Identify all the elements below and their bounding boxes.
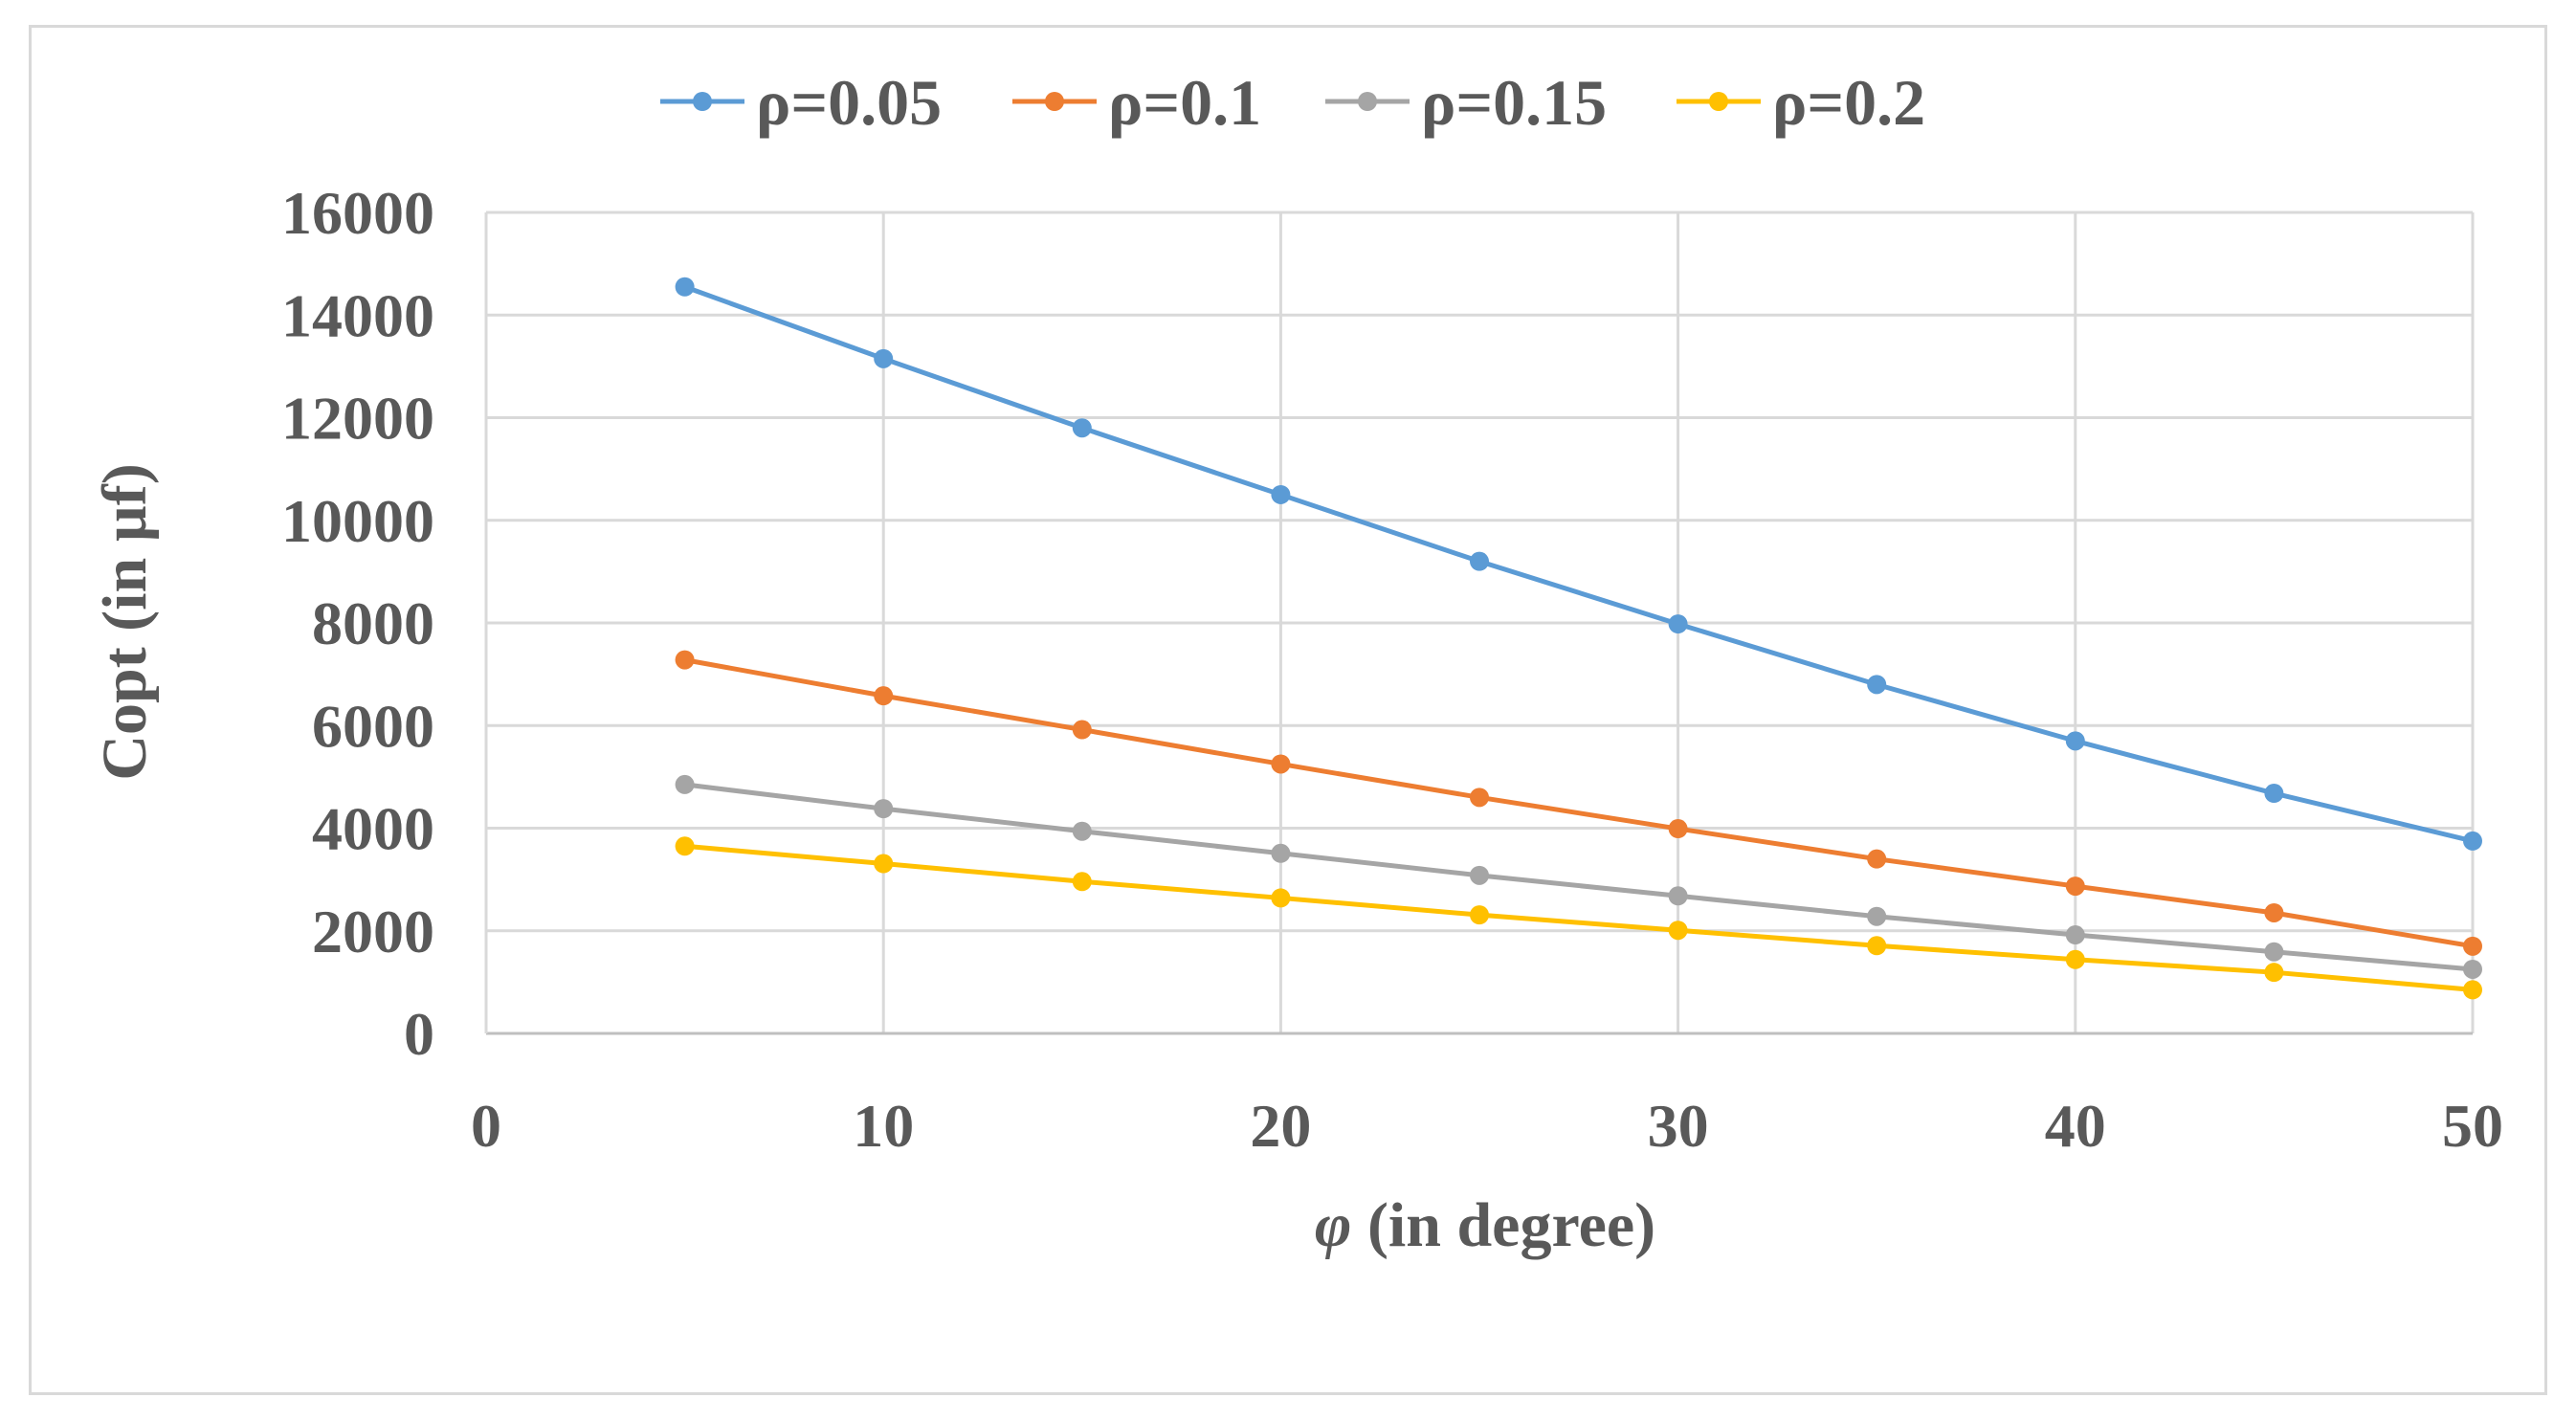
legend-label: ρ=0.15 — [1421, 66, 1607, 139]
data-point — [1072, 872, 1092, 892]
data-point — [2264, 784, 2284, 804]
series-4 — [675, 836, 2482, 1000]
data-point — [1271, 888, 1291, 908]
data-point — [1470, 865, 1489, 885]
data-point — [1271, 843, 1291, 863]
y-tick-label: 16000 — [281, 179, 434, 247]
legend-label: ρ=0.05 — [756, 66, 942, 139]
data-point — [1867, 906, 1887, 926]
x-tick-label: 50 — [2442, 1092, 2503, 1160]
y-tick-label: 14000 — [281, 281, 434, 349]
data-point — [675, 836, 695, 856]
y-tick-label: 6000 — [312, 692, 434, 760]
data-point — [2463, 936, 2482, 956]
data-point — [2264, 942, 2284, 962]
data-point — [2463, 831, 2482, 851]
tick-labels: 0 2000 4000 6000 8000 10000 12000 14000 16000 0 10… — [281, 179, 2503, 1160]
legend-item: ρ=0.1 — [1012, 66, 1261, 139]
axes — [484, 212, 2473, 1035]
data-point — [1668, 886, 1688, 906]
series-line — [683, 284, 2474, 844]
legend-item: ρ=0.15 — [1325, 66, 1607, 139]
data-point — [675, 650, 695, 670]
data-point — [1668, 819, 1688, 839]
y-axis-title: Copt (in µf) — [90, 463, 160, 780]
x-tick-label: 20 — [1250, 1092, 1311, 1160]
series-2 — [675, 650, 2482, 956]
data-point — [2264, 963, 2284, 983]
y-tick-label: 12000 — [281, 385, 434, 453]
chart-area — [29, 25, 2547, 1395]
x-tick-label: 10 — [853, 1092, 914, 1160]
y-tick-label: 8000 — [312, 589, 434, 657]
data-point — [2463, 980, 2482, 1000]
data-point — [874, 854, 894, 874]
legend-marker — [1045, 92, 1064, 111]
series-1 — [675, 277, 2482, 851]
x-tick-label: 0 — [471, 1092, 501, 1160]
data-point — [1271, 484, 1291, 504]
data-point — [1867, 849, 1887, 869]
data-point — [2065, 876, 2085, 897]
data-point — [675, 277, 695, 297]
y-tick-label: 10000 — [281, 487, 434, 555]
data-point — [1867, 936, 1887, 956]
data-point — [2065, 731, 2085, 751]
legend-item: ρ=0.05 — [660, 66, 942, 139]
series-3 — [675, 774, 2482, 979]
data-point — [874, 348, 894, 368]
data-point — [1867, 675, 1887, 695]
data-point — [1271, 754, 1291, 774]
data-point — [2065, 925, 2085, 945]
series-group — [675, 277, 2482, 1000]
legend-item: ρ=0.2 — [1677, 66, 1925, 139]
x-axis-title: φ (in degree) — [1315, 1190, 1655, 1260]
y-tick-label: 2000 — [312, 898, 434, 965]
series-line — [684, 843, 2474, 992]
y-tick-label: 4000 — [312, 795, 434, 863]
data-point — [675, 774, 695, 794]
series-line — [684, 657, 2474, 949]
data-point — [874, 799, 894, 819]
data-point — [874, 686, 894, 706]
data-point — [1470, 905, 1489, 925]
data-point — [1072, 720, 1092, 740]
x-tick-label: 40 — [2045, 1092, 2106, 1160]
legend-marker — [693, 92, 712, 111]
data-point — [1072, 418, 1092, 438]
data-point — [1072, 821, 1092, 841]
data-point — [2463, 959, 2482, 979]
x-axis-title-text: (in degree) — [1351, 1190, 1655, 1260]
legend-marker — [1709, 92, 1728, 111]
x-tick-label: 30 — [1648, 1092, 1709, 1160]
y-tick-label: 0 — [404, 1000, 434, 1068]
data-point — [2264, 902, 2284, 922]
data-point — [1470, 551, 1489, 571]
legend-marker — [1358, 92, 1377, 111]
data-point — [1668, 614, 1688, 634]
data-point — [1668, 921, 1688, 941]
series-line — [684, 782, 2474, 972]
data-point — [2065, 949, 2085, 969]
legend-label: ρ=0.1 — [1108, 66, 1261, 139]
legend: ρ=0.05 ρ=0.1 ρ=0.15 ρ=0.2 — [660, 66, 1925, 139]
x-axis-title-symbol: φ — [1315, 1190, 1352, 1260]
legend-label: ρ=0.2 — [1772, 66, 1925, 139]
data-point — [1470, 788, 1489, 808]
